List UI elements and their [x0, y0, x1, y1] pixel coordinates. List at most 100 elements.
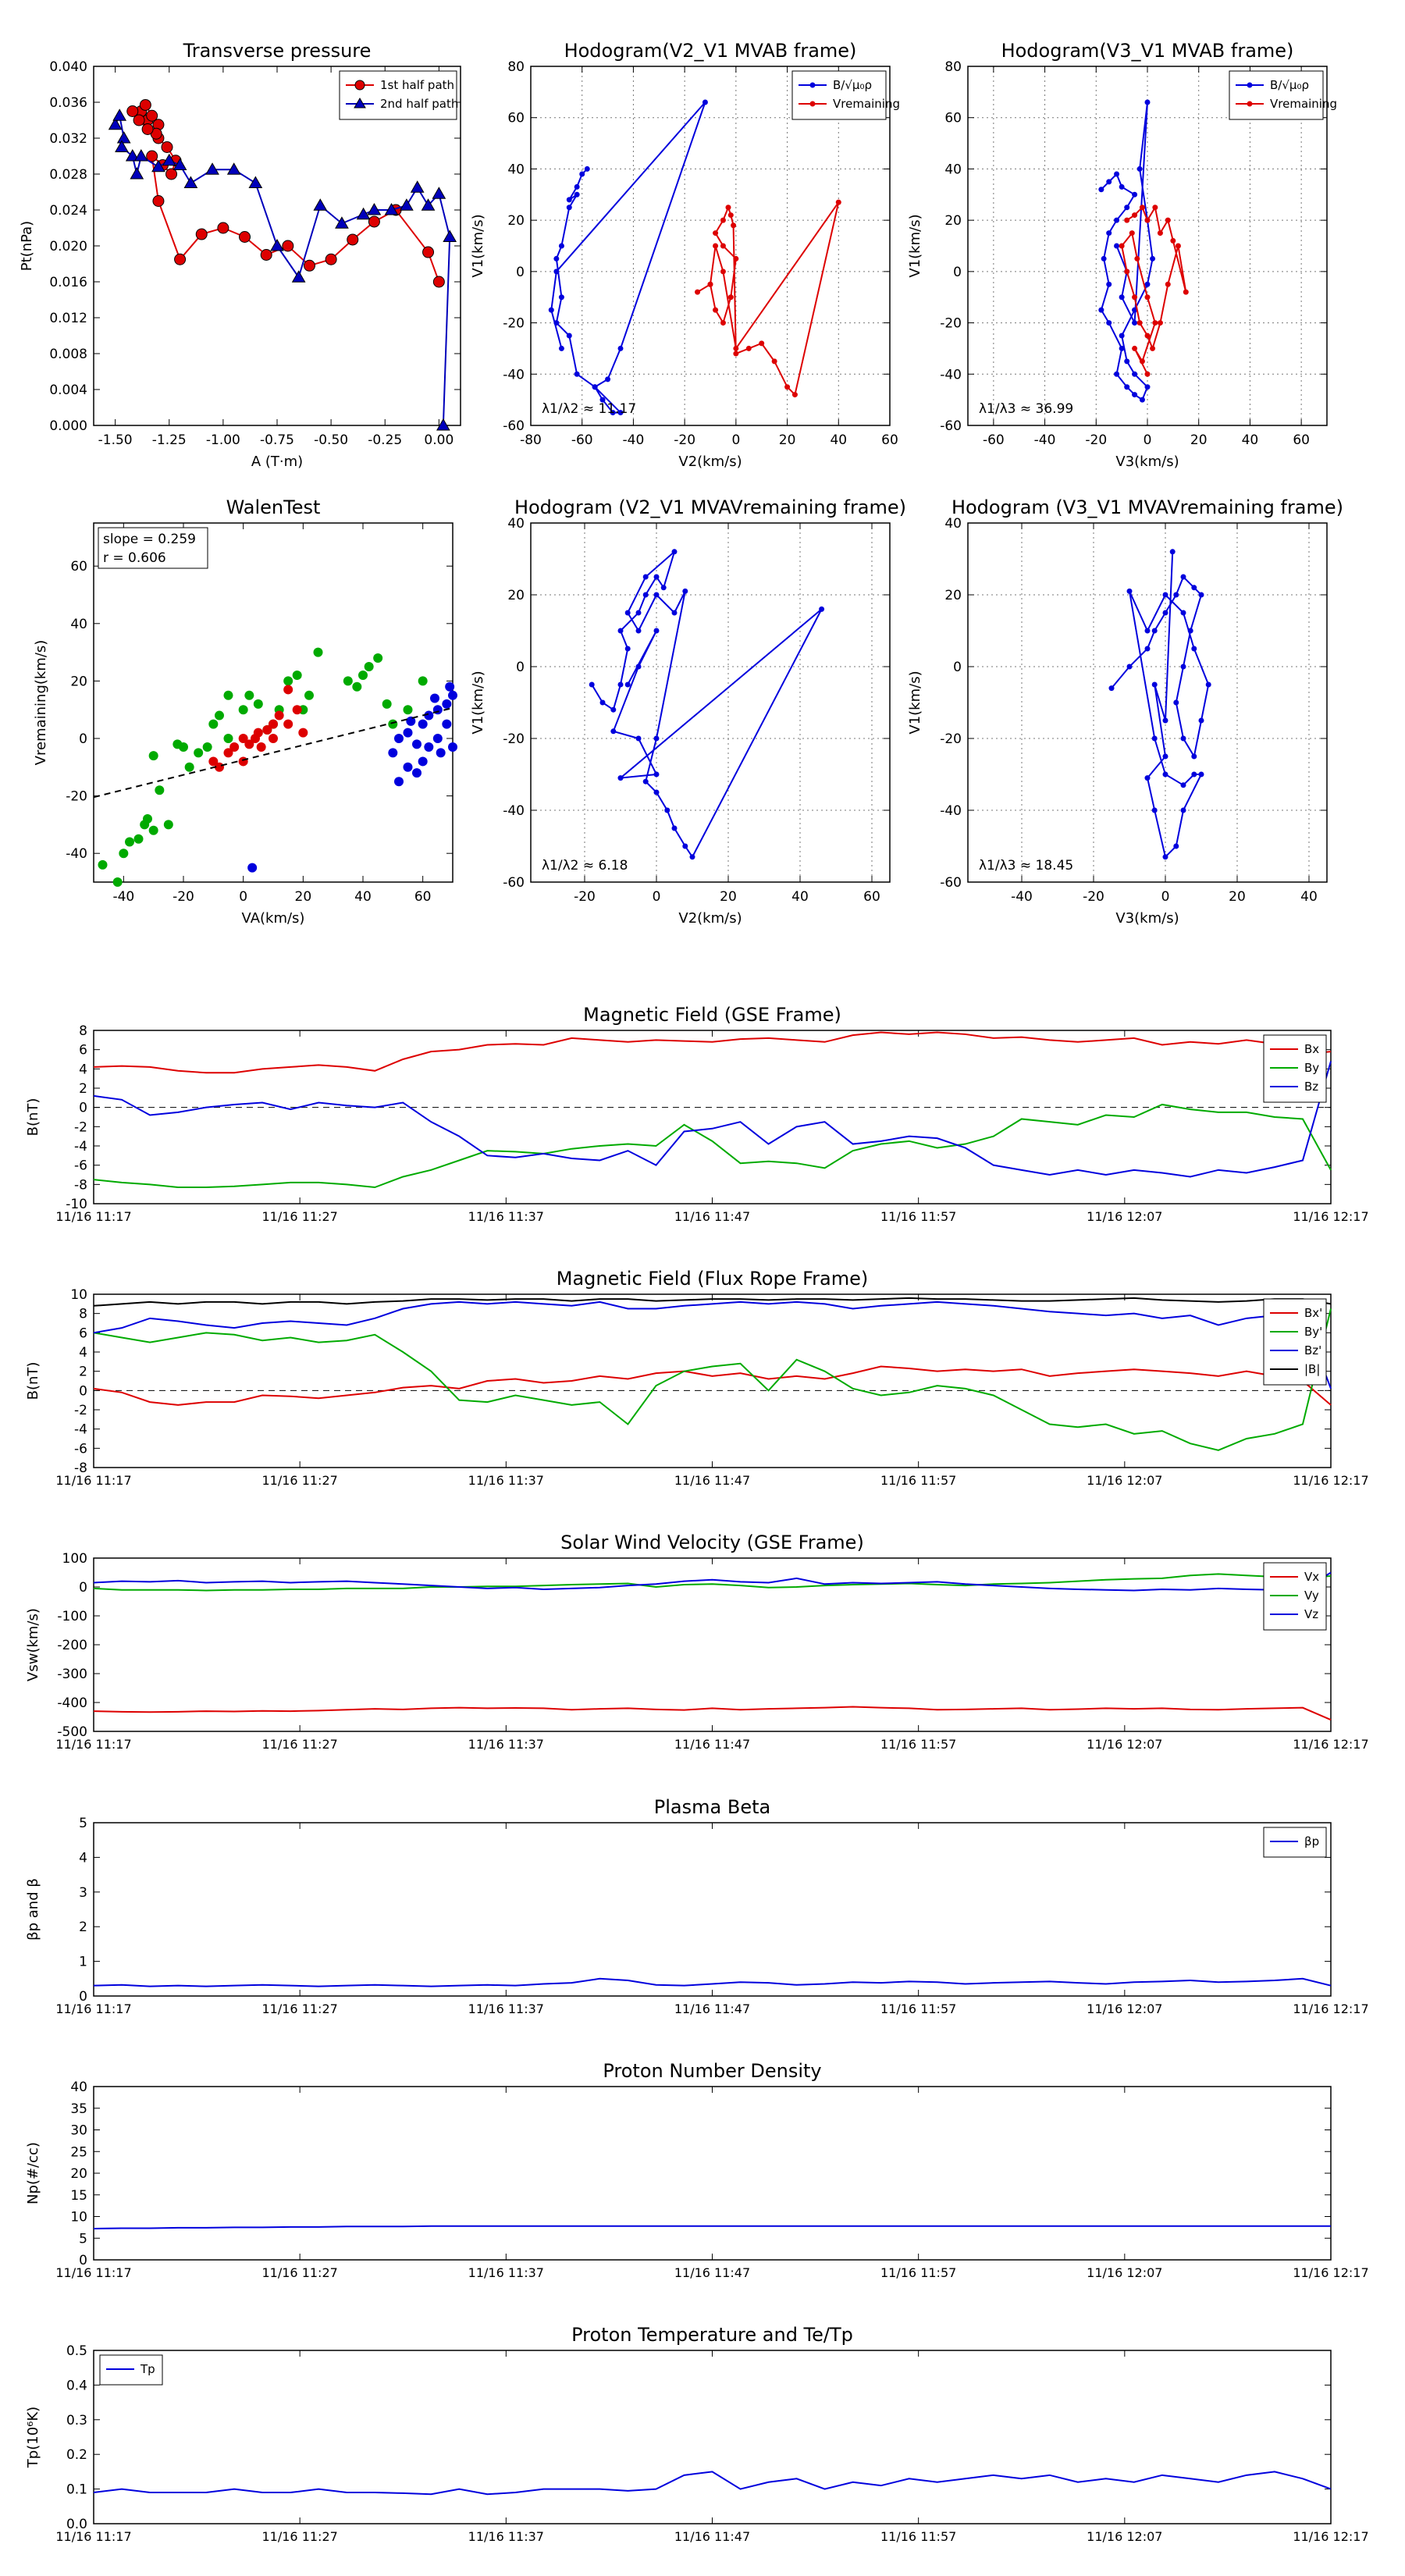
data-point	[1106, 179, 1112, 185]
data-point	[660, 585, 667, 591]
y-tick-label: 0.016	[49, 275, 87, 290]
data-point	[1157, 320, 1163, 326]
data-point	[671, 549, 678, 555]
data-point	[1144, 628, 1151, 634]
y-tick-label: -10	[66, 1197, 87, 1212]
data-point	[448, 690, 457, 700]
data-point	[791, 392, 798, 398]
plot-frame	[93, 1030, 1332, 1204]
x-tick-label: 11/16 11:17	[55, 1473, 131, 1488]
data-point	[1132, 371, 1138, 377]
data-point	[394, 777, 404, 787]
data-point	[1132, 294, 1138, 301]
data-point	[653, 592, 660, 598]
data-point	[364, 662, 374, 671]
y-tick-label: -20	[940, 731, 962, 747]
data-point	[574, 371, 580, 377]
y-tick-label: 0	[79, 1101, 87, 1116]
data-point	[1170, 237, 1176, 244]
vsw-timeseries: -500 -400 -300 -200 -100 0 100 11/16 11:17 11/16…	[25, 1532, 1369, 1752]
data-point	[244, 690, 254, 700]
bfr-timeseries: -8 -6 -4 -2 0 2 4 6 8 10 11/16 11:17 11/16 11:27 11/…	[25, 1268, 1369, 1488]
data-point	[247, 863, 258, 873]
data-point	[1098, 187, 1104, 193]
y-tick-label: 2	[79, 1920, 87, 1935]
data-point	[400, 198, 414, 211]
data-point	[720, 320, 726, 326]
data-point	[1144, 294, 1151, 301]
annotation-text: slope = 0.259	[103, 532, 196, 547]
data-point	[1106, 281, 1112, 287]
data-point	[1162, 717, 1168, 724]
data-point	[424, 742, 434, 753]
data-point	[304, 690, 314, 700]
data-point	[183, 176, 198, 188]
data-point	[112, 877, 123, 887]
data-point	[1169, 549, 1176, 555]
y-tick-label: 8	[79, 1307, 87, 1322]
data-point	[108, 117, 123, 130]
y-tick-label: 15	[70, 2188, 87, 2204]
data-point	[115, 140, 129, 152]
x-tick-label: 11/16 12:17	[1293, 1473, 1368, 1488]
data-point	[1175, 243, 1181, 249]
data-point	[163, 820, 173, 830]
data-point	[1124, 205, 1130, 211]
y-tick-label: 5	[79, 2231, 87, 2247]
x-tick-label: 11/16 11:27	[262, 1209, 338, 1224]
data-point	[1126, 588, 1133, 594]
data-point	[130, 166, 144, 180]
data-point	[1187, 628, 1193, 634]
x-tick-label: 11/16 11:57	[880, 2529, 956, 2544]
data-point	[1183, 289, 1189, 295]
y-tick-label: 0.000	[49, 418, 87, 434]
data-point	[566, 205, 572, 211]
data-point	[432, 187, 446, 199]
data-point	[155, 785, 165, 795]
data-point	[1180, 807, 1186, 813]
y-tick-label: 0.3	[66, 2413, 87, 2428]
legend-label: By	[1304, 1061, 1319, 1075]
chart-title: Hodogram (V2_V1 MVAVremaining frame)	[514, 496, 906, 518]
legend-marker	[354, 80, 365, 91]
data-point	[421, 198, 436, 211]
legend-label: Tp	[140, 2362, 155, 2376]
data-point	[1180, 735, 1186, 742]
data-point	[671, 610, 678, 616]
series-line-2	[93, 1571, 1332, 1592]
legend-marker	[1247, 82, 1253, 88]
data-point	[119, 849, 129, 859]
x-tick-label: 11/16 11:27	[262, 2529, 338, 2544]
y-tick-label: 60	[507, 111, 525, 126]
data-point	[1180, 782, 1186, 788]
data-point	[418, 719, 428, 729]
data-point	[445, 681, 455, 692]
data-point	[1144, 99, 1151, 105]
data-point	[347, 233, 359, 246]
data-point	[367, 202, 382, 215]
data-point	[713, 307, 719, 313]
y-tick-label: -20	[940, 316, 962, 332]
data-point	[771, 358, 777, 365]
x-tick-label: 11/16 11:27	[262, 2265, 338, 2280]
data-point	[403, 728, 413, 738]
chart-title: Plasma Beta	[654, 1796, 770, 1818]
y-tick-label: -60	[503, 418, 525, 434]
y-tick-label: 2	[79, 1364, 87, 1380]
y-tick-label: -200	[57, 1638, 87, 1653]
data-point	[1162, 592, 1168, 598]
legend-label: 2nd half path	[380, 97, 458, 111]
y-tick-label: 0	[953, 660, 962, 675]
annotation-box	[98, 527, 208, 569]
data-point	[548, 307, 554, 313]
x-tick-label: -60	[983, 432, 1005, 448]
data-point	[1198, 592, 1204, 598]
data-point	[617, 775, 624, 781]
data-point	[260, 249, 272, 261]
data-point	[1180, 574, 1186, 580]
data-point	[283, 676, 293, 686]
y-axis-label: V1(km/s)	[470, 214, 486, 277]
y-tick-label: 3	[79, 1885, 87, 1901]
y-tick-label: 0.036	[49, 95, 87, 111]
